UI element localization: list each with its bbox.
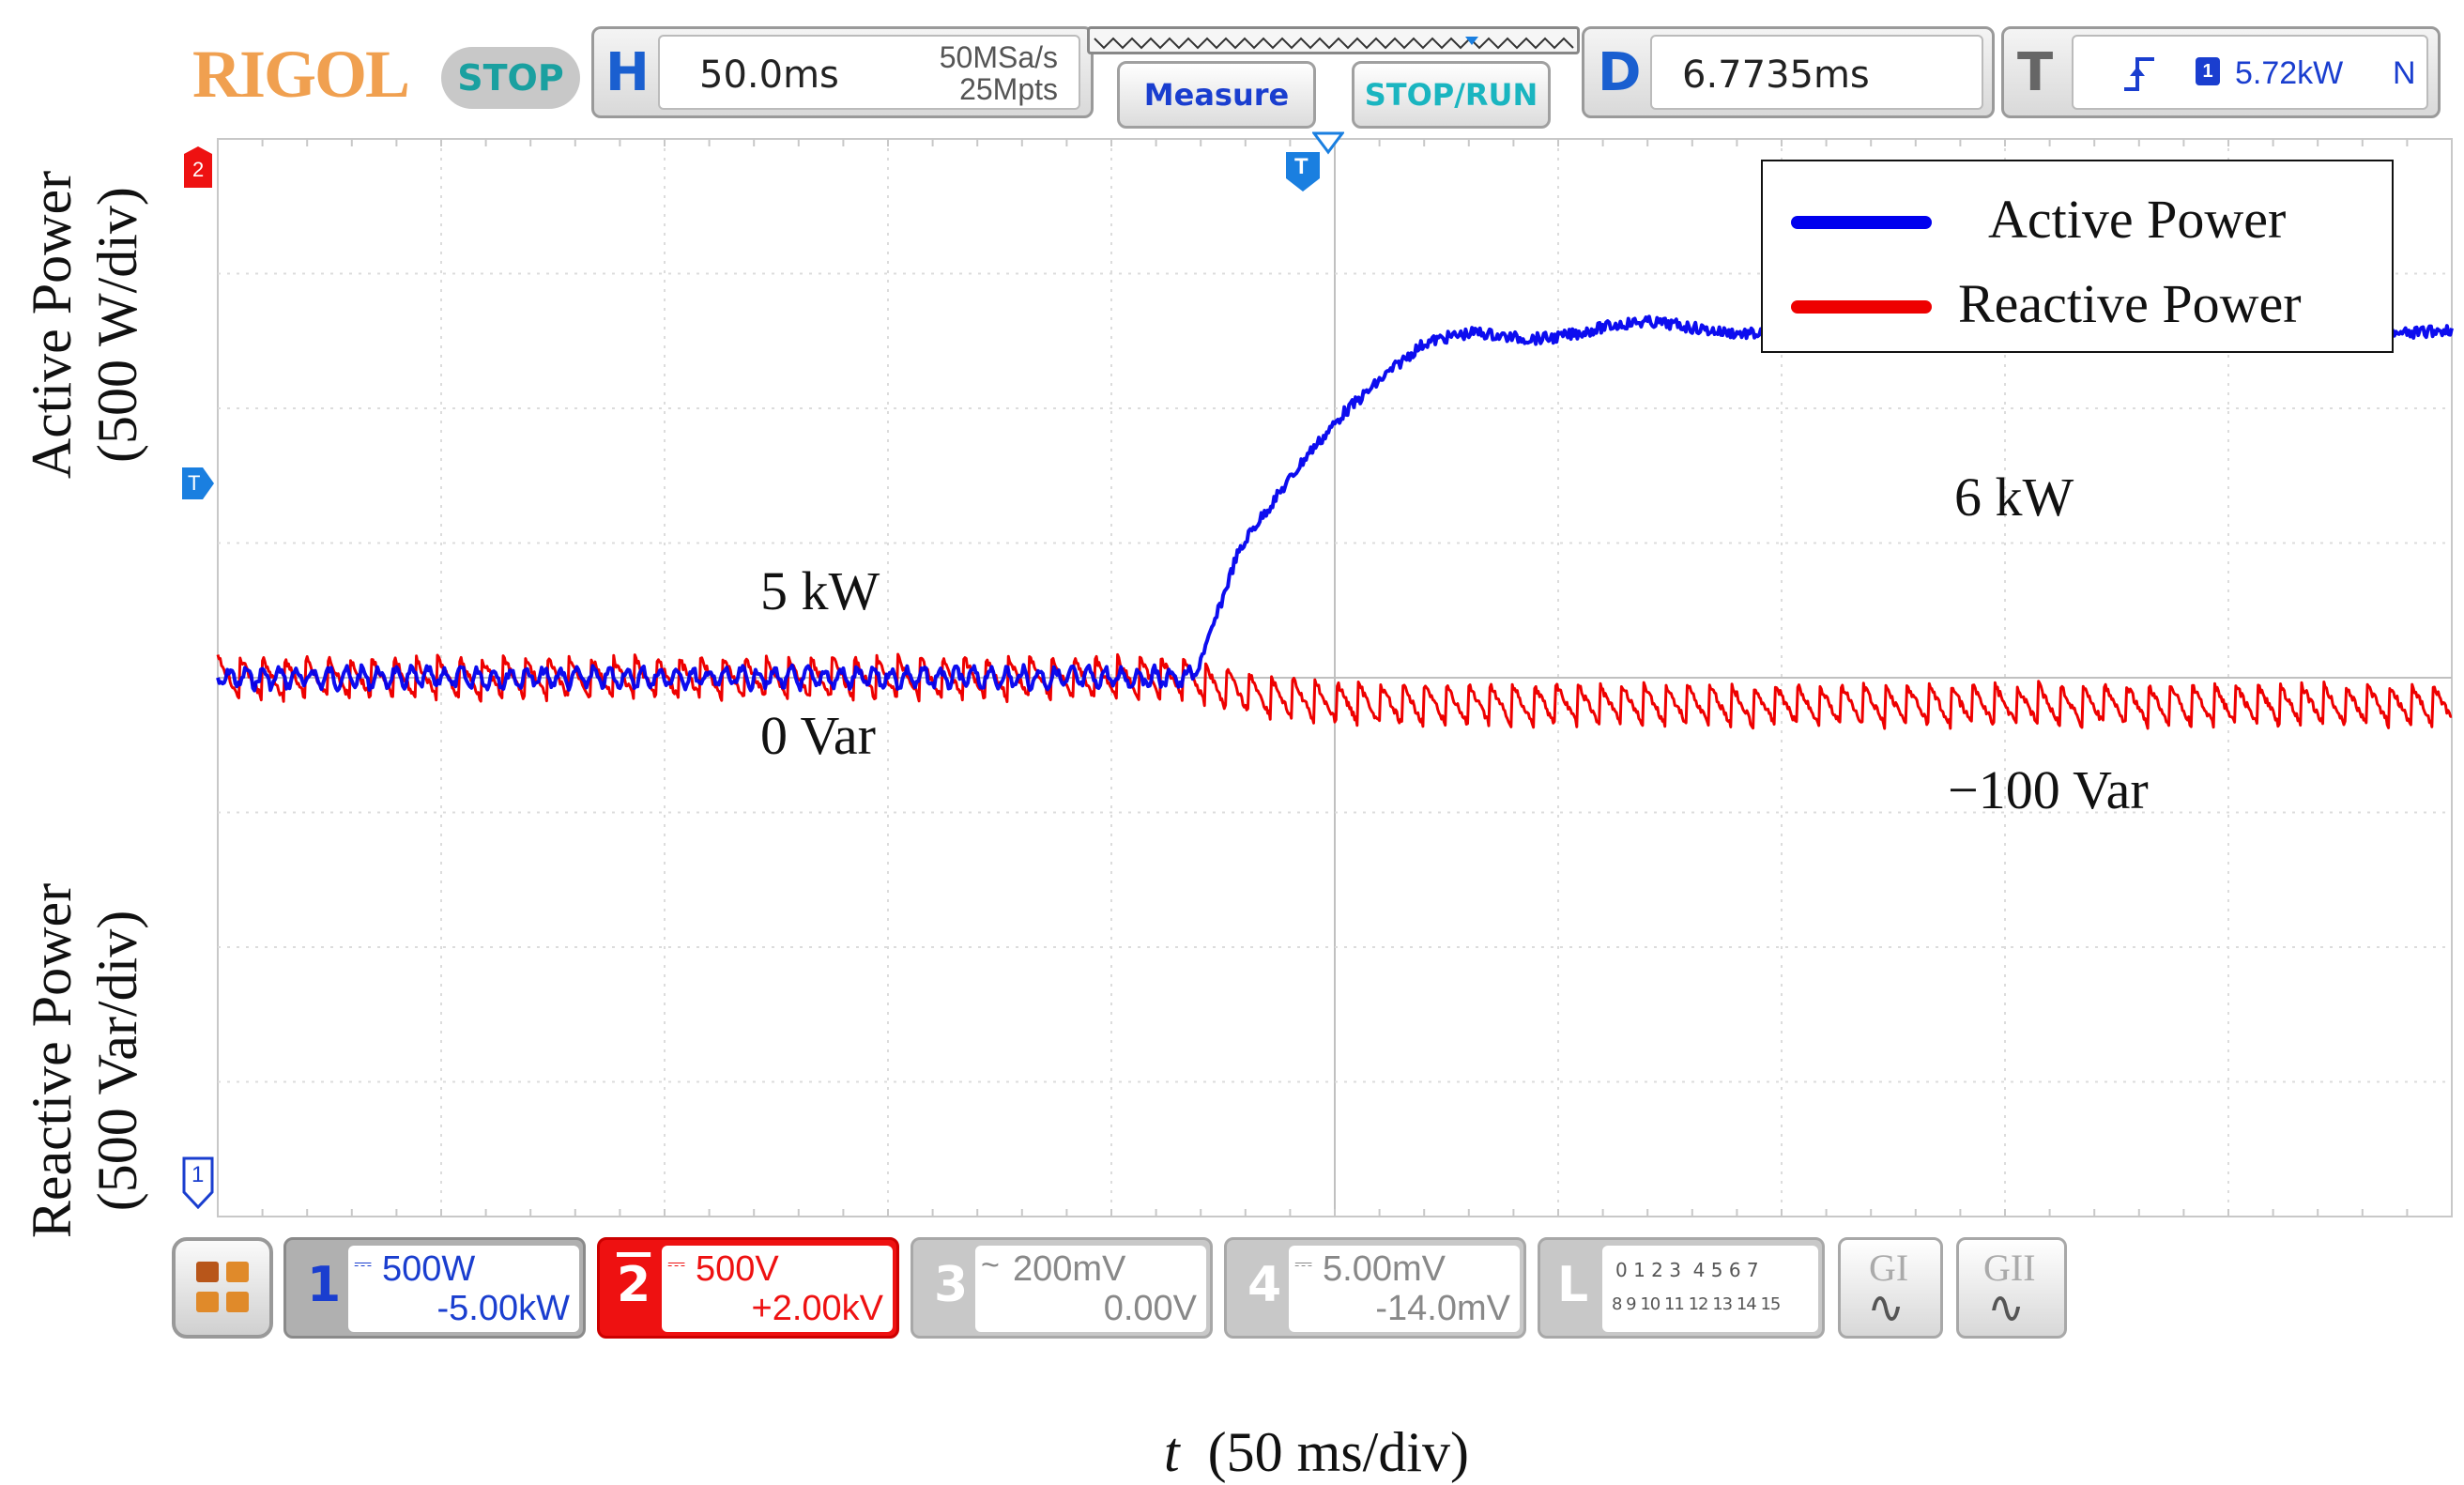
sample-rate: 50MSa/s — [939, 40, 1058, 74]
y-label-reactive-line2: (500 Var/div) — [86, 910, 148, 1212]
legend-reactive-label: Reactive Power — [1958, 273, 2302, 334]
channel-4-panel[interactable]: 4 ⎓ 5.00mV -14.0mV — [1224, 1237, 1526, 1339]
trigger-level: 5.72kW — [2235, 55, 2344, 91]
channel-2-inner: ⎓ 500V +2.00kV — [662, 1246, 893, 1332]
y-label-active-line1: Active Power — [21, 170, 83, 480]
sine-wave-icon: ∿ — [1867, 1283, 1905, 1333]
dc-coupling-icon: ⎓ — [667, 1251, 686, 1277]
memory-depth: 25Mpts — [959, 72, 1058, 106]
horizontal-inner: 50.0ms 50MSa/s 25Mpts — [658, 35, 1080, 110]
logic-row1: 0 1 2 3 4 5 6 7 — [1615, 1259, 1759, 1281]
logic-inner: 0 1 2 3 4 5 6 7 8 9 10 11 12 13 14 15 — [1602, 1246, 1818, 1332]
channel-3-inner: ~ 200mV 0.00V — [975, 1246, 1206, 1332]
channel-1-number: 1 — [307, 1257, 342, 1313]
trigger-panel[interactable]: T 1 5.72kW N — [2001, 26, 2441, 118]
x-label-units: (50 ms/div) — [1207, 1421, 1469, 1483]
trigger-letter: T — [2017, 42, 2054, 103]
sine-wave-icon: ∿ — [1987, 1283, 2026, 1333]
memory-strip — [1087, 26, 1580, 54]
trigger-mode: N — [2393, 55, 2416, 91]
channel-2-offset: +2.00kV — [751, 1289, 884, 1328]
x-label: t (50 ms/div) — [1136, 1355, 1469, 1485]
channel-1-scale: 500W — [382, 1249, 476, 1289]
generator-2-button[interactable]: GII ∿ — [1956, 1237, 2067, 1339]
logic-letter: L — [1557, 1257, 1589, 1313]
generator-2-label: GII — [1983, 1247, 2036, 1289]
channel-4-number: 4 — [1247, 1257, 1282, 1313]
trigger-source-badge: 1 — [2196, 57, 2220, 85]
ch1-marker[interactable]: 1 — [182, 1156, 214, 1210]
delay-letter: D — [1598, 42, 1642, 103]
timebase-value: 50.0ms — [699, 54, 839, 97]
channel-3-panel[interactable]: 3 ~ 200mV 0.00V — [911, 1237, 1213, 1339]
y-label-reactive: Reactive Power (500 Var/div) — [19, 779, 160, 1342]
ch2-marker-label: 2 — [192, 158, 205, 181]
scope-display — [216, 138, 2454, 1217]
channel-3-scale: 200mV — [1013, 1249, 1126, 1289]
memory-strip-wave — [1094, 37, 1574, 50]
ch2-marker[interactable]: 2 — [184, 146, 212, 188]
delay-panel[interactable]: D 6.7735ms — [1582, 26, 1995, 118]
trigger-position-marker[interactable]: T — [1286, 152, 1320, 191]
dc-coupling-icon: ⎓ — [1294, 1251, 1313, 1277]
rising-edge-icon — [2124, 57, 2154, 91]
channel-2-panel[interactable]: 2 ⎓ 500V +2.00kV — [597, 1237, 899, 1339]
brand-logo: RIGOL — [192, 37, 410, 112]
y-label-reactive-line1: Reactive Power — [21, 882, 83, 1239]
delay-inner: 6.7735ms — [1650, 35, 1983, 110]
channel-4-offset: -14.0mV — [1375, 1289, 1510, 1328]
channel-2-scale: 500V — [696, 1249, 779, 1289]
trigger-level-marker-label: T — [188, 471, 201, 495]
stop-run-button[interactable]: STOP/RUN — [1352, 61, 1551, 129]
delay-pointer-icon — [1312, 131, 1344, 155]
trigger-source-label: 1 — [2202, 61, 2213, 82]
run-state-label: STOP — [457, 57, 564, 99]
horizontal-letter: H — [605, 42, 650, 103]
logic-panel[interactable]: L 0 1 2 3 4 5 6 7 8 9 10 11 12 13 14 15 — [1538, 1237, 1825, 1339]
series-line-reactive-power — [216, 652, 2453, 730]
legend-reactive-swatch — [1791, 300, 1932, 314]
y-label-active: Active Power (500 W/div) — [19, 71, 160, 578]
legend: Active Power Reactive Power — [1761, 160, 2394, 353]
ch1-marker-label: 1 — [191, 1162, 205, 1187]
annotation-reactive-after: −100 Var — [1948, 759, 2149, 820]
stop-run-label: STOP/RUN — [1364, 77, 1538, 113]
generator-1-label: GI — [1869, 1247, 1909, 1289]
channel-1-panel[interactable]: 1 ⎓ 500W -5.00kW — [283, 1237, 586, 1339]
trigger-level-marker[interactable]: T — [182, 467, 214, 499]
generator-1-button[interactable]: GI ∿ — [1838, 1237, 1943, 1339]
legend-active-swatch — [1791, 216, 1932, 229]
x-label-symbol: t — [1164, 1421, 1180, 1483]
channel-1-offset: -5.00kW — [436, 1289, 570, 1328]
channel-4-inner: ⎓ 5.00mV -14.0mV — [1289, 1246, 1520, 1332]
trigger-inner: 1 5.72kW N — [2072, 35, 2428, 110]
run-state-badge[interactable]: STOP — [441, 47, 580, 109]
menu-button[interactable] — [172, 1237, 273, 1339]
channel-2-number: 2 — [617, 1257, 651, 1313]
horizontal-panel[interactable]: H 50.0ms 50MSa/s 25Mpts — [591, 26, 1094, 118]
y-label-active-line2: (500 W/div) — [86, 187, 148, 463]
measure-label: Measure — [1143, 77, 1290, 113]
logic-row2: 8 9 10 11 12 13 14 15 — [1612, 1294, 1781, 1314]
channel-4-scale: 5.00mV — [1323, 1249, 1446, 1289]
annotation-reactive-before: 0 Var — [760, 705, 876, 766]
annotation-active-after: 6 kW — [1954, 467, 2074, 528]
trigger-position-label: T — [1294, 154, 1309, 179]
annotation-active-before: 5 kW — [760, 560, 880, 621]
menu-grid-icon — [196, 1262, 249, 1314]
legend-active-label: Active Power — [1988, 189, 2287, 250]
delay-value: 6.7735ms — [1682, 54, 1870, 97]
channel-3-offset: 0.00V — [1103, 1289, 1197, 1328]
ac-coupling-icon: ~ — [981, 1248, 1000, 1283]
graticule — [217, 138, 2453, 1217]
dc-coupling-icon: ⎓ — [354, 1251, 373, 1277]
channel-3-number: 3 — [934, 1257, 969, 1313]
channel-1-inner: ⎓ 500W -5.00kW — [348, 1246, 579, 1332]
measure-button[interactable]: Measure — [1117, 61, 1316, 129]
